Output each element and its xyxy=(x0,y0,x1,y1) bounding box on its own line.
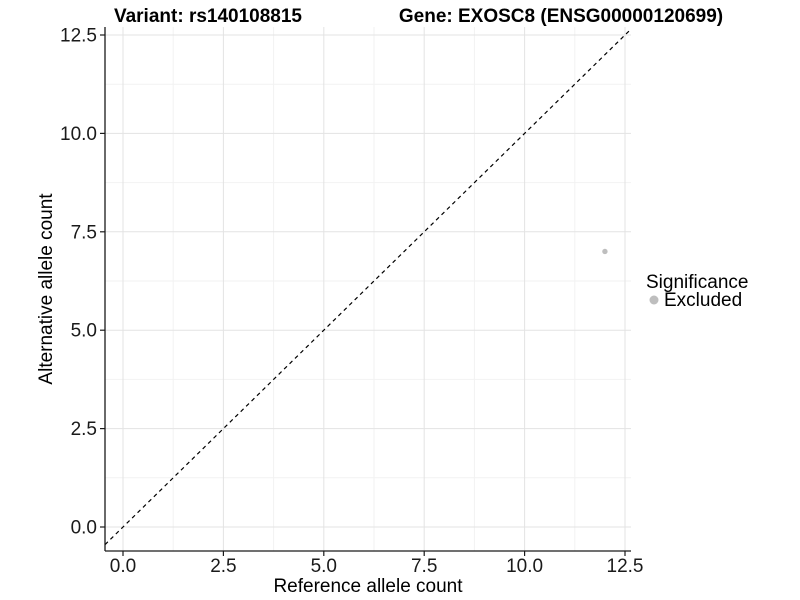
axis-tick-marks xyxy=(100,34,626,556)
legend-key-dot-icon xyxy=(649,295,659,305)
y-tick-labels: 0.0 2.5 5.0 7.5 10.0 12.5 xyxy=(60,26,97,539)
data-points xyxy=(602,248,608,255)
legend: Significance Excluded xyxy=(646,272,748,311)
x-axis-title: Reference allele count xyxy=(273,576,463,597)
x-tick-labels: 0.0 2.5 5.0 7.5 10.0 12.5 xyxy=(110,556,644,577)
x-tick-label: 10.0 xyxy=(506,556,543,577)
x-tick-label: 5.0 xyxy=(311,556,337,577)
y-tick-label: 7.5 xyxy=(71,222,97,243)
plot-title-variant: Variant: rs140108815 xyxy=(114,6,302,27)
gridlines-major xyxy=(105,27,631,551)
legend-entry-excluded: Excluded xyxy=(649,290,742,311)
x-tick-label: 12.5 xyxy=(607,556,644,577)
axis-lines xyxy=(104,27,631,552)
gridlines-minor xyxy=(105,27,631,551)
legend-entry-label: Excluded xyxy=(664,290,742,311)
identity-line xyxy=(104,28,632,546)
identity-dashed-line xyxy=(104,28,632,546)
x-tick-label: 0.0 xyxy=(110,556,136,577)
y-axis-title: Alternative allele count xyxy=(36,193,57,385)
x-tick-label: 7.5 xyxy=(411,556,437,577)
y-tick-label: 0.0 xyxy=(71,518,97,539)
y-tick-label: 2.5 xyxy=(71,419,97,440)
y-tick-label: 12.5 xyxy=(60,26,97,47)
y-tick-label: 10.0 xyxy=(60,124,97,145)
data-point xyxy=(602,248,608,255)
x-tick-label: 2.5 xyxy=(210,556,236,577)
legend-title: Significance xyxy=(646,272,748,293)
plot-title-gene: Gene: EXOSC8 (ENSG00000120699) xyxy=(399,6,723,27)
y-tick-label: 5.0 xyxy=(71,321,97,342)
